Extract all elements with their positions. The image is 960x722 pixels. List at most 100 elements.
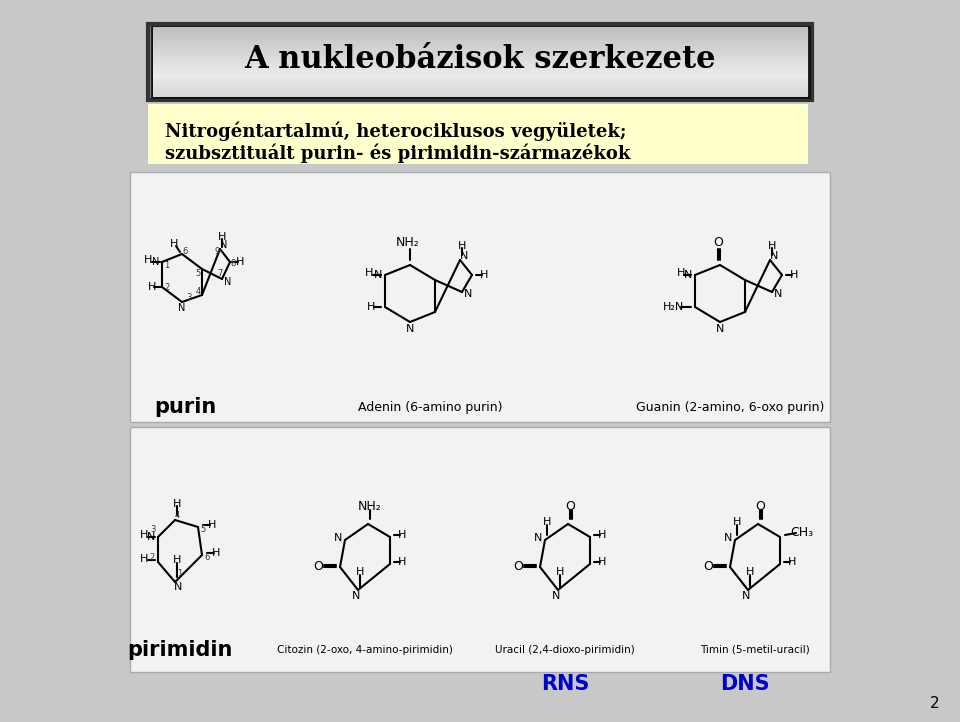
Text: H: H [173, 499, 181, 509]
Bar [153, 81, 808, 82]
Text: O: O [756, 500, 765, 513]
Bar [153, 64, 808, 65]
Bar [153, 89, 808, 90]
Bar [153, 37, 808, 38]
Bar [153, 83, 808, 84]
Text: N: N [225, 277, 231, 287]
Text: H: H [356, 567, 364, 577]
Bar [153, 70, 808, 71]
Text: N: N [147, 532, 156, 542]
Text: 5: 5 [201, 524, 205, 534]
Text: Guanin (2-amino, 6-oxo purin): Guanin (2-amino, 6-oxo purin) [636, 401, 825, 414]
Bar [153, 44, 808, 45]
Bar [153, 38, 808, 39]
Text: 8: 8 [230, 259, 236, 269]
Text: N: N [716, 324, 724, 334]
Text: N: N [334, 533, 342, 543]
Bar [153, 52, 808, 53]
Text: szubsztituált purin- és pirimidin-származékok: szubsztituált purin- és pirimidin-szárma… [165, 143, 631, 162]
Bar [153, 66, 808, 67]
Text: H: H [173, 555, 181, 565]
Text: 1: 1 [164, 261, 170, 269]
Text: H: H [140, 530, 148, 540]
Bar [153, 42, 808, 43]
Bar [153, 60, 808, 61]
Text: H: H [140, 554, 148, 564]
Text: N: N [460, 251, 468, 261]
Bar [153, 68, 808, 69]
Bar [153, 78, 808, 79]
Bar [153, 58, 808, 59]
Text: H: H [746, 567, 755, 577]
Text: H: H [170, 239, 179, 249]
Text: O: O [713, 237, 723, 250]
Bar [153, 61, 808, 62]
Text: 3: 3 [186, 294, 192, 303]
Bar [153, 46, 808, 47]
Bar [153, 30, 808, 31]
Text: 2: 2 [930, 697, 940, 711]
Text: 4: 4 [196, 287, 201, 297]
Text: purin: purin [154, 397, 216, 417]
Bar [153, 34, 808, 35]
Bar [153, 55, 808, 56]
Text: H: H [790, 270, 798, 280]
Text: O: O [703, 560, 713, 573]
Bar [153, 53, 808, 54]
Text: H: H [768, 241, 777, 251]
Text: N: N [552, 591, 561, 601]
Text: 7: 7 [217, 269, 223, 279]
Text: H: H [598, 530, 606, 540]
Bar [153, 67, 808, 68]
Bar [153, 50, 808, 51]
Bar [153, 91, 808, 92]
Text: H: H [397, 557, 406, 567]
Text: O: O [313, 560, 323, 573]
FancyBboxPatch shape [152, 27, 809, 97]
Text: N: N [351, 591, 360, 601]
Bar [153, 88, 808, 89]
Text: H: H [365, 268, 373, 278]
Text: Uracil (2,4-dioxo-pirimidin): Uracil (2,4-dioxo-pirimidin) [495, 645, 635, 655]
Bar [153, 51, 808, 52]
Bar [153, 39, 808, 40]
FancyBboxPatch shape [148, 104, 808, 164]
Bar [153, 73, 808, 74]
Text: 9: 9 [214, 248, 220, 256]
Bar [153, 76, 808, 77]
FancyBboxPatch shape [130, 427, 830, 672]
Text: 6: 6 [182, 246, 188, 256]
Text: N: N [179, 303, 185, 313]
Text: 6: 6 [204, 552, 209, 562]
Text: H: H [207, 520, 216, 530]
Bar [153, 65, 808, 66]
Text: H: H [732, 517, 741, 527]
Text: N: N [684, 270, 692, 280]
Bar [153, 48, 808, 49]
Bar [153, 35, 808, 36]
Bar [153, 40, 808, 41]
Text: Nitrogéntartalmú, heterociklusos vegyületek;: Nitrogéntartalmú, heterociklusos vegyüle… [165, 121, 627, 141]
FancyBboxPatch shape [148, 24, 812, 100]
Bar [153, 75, 808, 76]
Text: N: N [534, 533, 542, 543]
Bar [153, 95, 808, 96]
Bar [153, 27, 808, 28]
Text: H: H [367, 302, 375, 312]
Bar [153, 94, 808, 95]
FancyBboxPatch shape [130, 172, 830, 422]
Text: N: N [770, 251, 779, 261]
Text: H: H [397, 530, 406, 540]
Text: CH₃: CH₃ [790, 526, 813, 539]
Bar [153, 69, 808, 70]
Text: N: N [373, 270, 382, 280]
Bar [153, 33, 808, 34]
Text: H: H [212, 548, 220, 558]
Text: H: H [144, 255, 153, 265]
Bar [153, 87, 808, 88]
Bar [153, 74, 808, 75]
Bar [153, 80, 808, 81]
Text: RNS: RNS [540, 674, 589, 694]
Text: H: H [542, 517, 551, 527]
Text: N: N [742, 591, 750, 601]
